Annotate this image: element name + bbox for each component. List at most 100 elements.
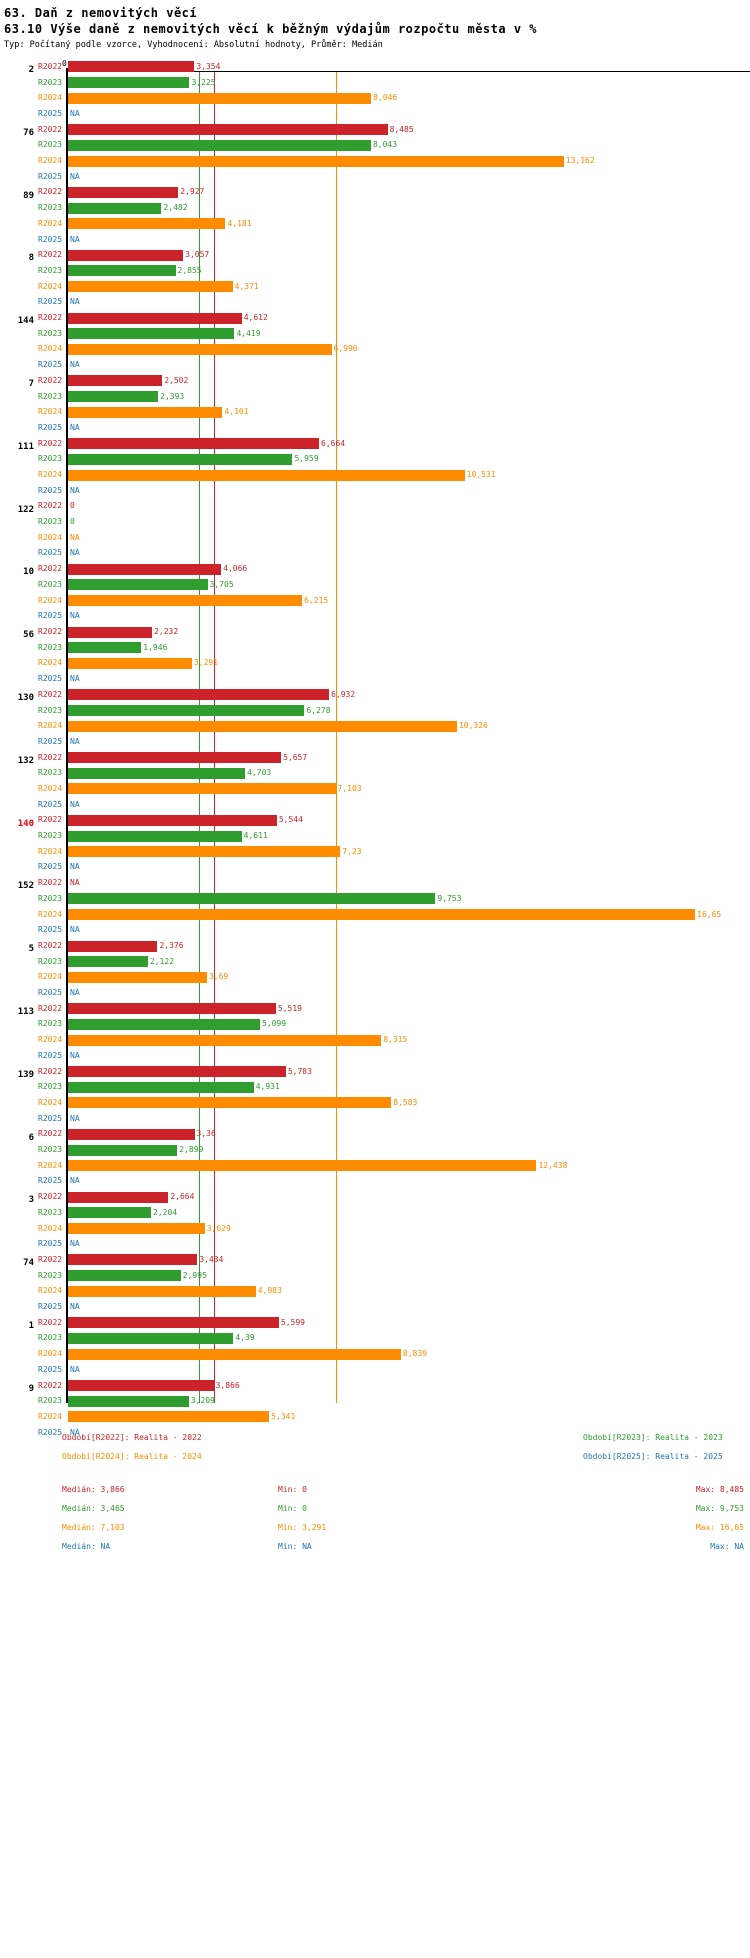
bar-row[interactable]: R2025 NA [0, 671, 750, 687]
bar-r2023[interactable] [68, 1332, 234, 1344]
bar-row[interactable]: R2025 NA [0, 483, 750, 499]
bar-row[interactable]: R2024 3,69 [0, 970, 750, 986]
bar-r2022[interactable] [68, 940, 158, 952]
bar-row[interactable]: R2025 NA [0, 860, 750, 876]
bar-r2024[interactable] [68, 1285, 256, 1297]
bar-r2023[interactable] [68, 830, 242, 842]
bar-r2023[interactable] [68, 1395, 189, 1407]
bar-row[interactable]: R2022 5,783 [0, 1064, 750, 1080]
bar-row[interactable]: R2023 2,899 [0, 1142, 750, 1158]
bar-r2024[interactable] [68, 1348, 401, 1360]
bar-r2023[interactable] [68, 265, 176, 277]
bar-row[interactable]: R2023 4,419 [0, 326, 750, 342]
bar-r2024[interactable] [68, 1097, 392, 1109]
bar-row[interactable]: R2022 5,657 [0, 750, 750, 766]
bar-r2023[interactable] [68, 1270, 181, 1282]
bar-row[interactable]: R2024 16,65 [0, 907, 750, 923]
bar-r2023[interactable] [68, 1018, 261, 1030]
bar-row[interactable]: R2025 NA [0, 232, 750, 248]
bar-row[interactable]: R2025 NA [0, 294, 750, 310]
bar-row[interactable]: R2024 10,531 [0, 467, 750, 483]
bar-r2024[interactable] [68, 1160, 537, 1172]
bar-row[interactable]: R2025 NA [0, 797, 750, 813]
bar-r2023[interactable] [68, 956, 148, 968]
bar-r2022[interactable] [68, 689, 330, 701]
bar-row[interactable]: R2023 3,705 [0, 577, 750, 593]
bar-row[interactable]: R2023 9,753 [0, 891, 750, 907]
bar-row[interactable]: R2024 6,215 [0, 593, 750, 609]
bar-r2022[interactable] [68, 1066, 286, 1078]
bar-r2023[interactable] [68, 453, 293, 465]
bar-row[interactable]: R2024 NA [0, 530, 750, 546]
bar-row[interactable]: R2022 3,866 [0, 1378, 750, 1394]
bar-r2023[interactable] [68, 1207, 152, 1219]
bar-row[interactable]: R2022 3,434 [0, 1252, 750, 1268]
bar-r2022[interactable] [68, 438, 319, 450]
bar-row[interactable]: R2025 NA [0, 1048, 750, 1064]
bar-row[interactable]: R2025 NA [0, 608, 750, 624]
bar-r2022[interactable] [68, 186, 179, 198]
bar-row[interactable]: R2025 NA [0, 106, 750, 122]
bar-r2022[interactable] [68, 814, 277, 826]
bar-r2024[interactable] [68, 971, 207, 983]
bar-row[interactable]: R2022 4,066 [0, 561, 750, 577]
bar-row[interactable]: R2023 2,122 [0, 954, 750, 970]
bar-r2022[interactable] [68, 626, 153, 638]
bar-row[interactable]: R2025 NA [0, 1425, 750, 1441]
bar-row[interactable]: R2024 12,438 [0, 1158, 750, 1174]
bar-r2023[interactable] [68, 328, 235, 340]
bar-row[interactable]: R2023 2,855 [0, 263, 750, 279]
bar-r2024[interactable] [68, 218, 226, 230]
bar-r2024[interactable] [68, 1411, 270, 1423]
bar-row[interactable]: R2025 NA [0, 169, 750, 185]
bar-row[interactable]: R2025 NA [0, 985, 750, 1001]
bar-row[interactable]: R2025 NA [0, 357, 750, 373]
bar-row[interactable]: R2023 4,931 [0, 1079, 750, 1095]
bar-r2023[interactable] [68, 391, 159, 403]
bar-row[interactable]: R2023 2,995 [0, 1268, 750, 1284]
legend-item-r2022[interactable]: Období[R2022]: Realita - 2022 [62, 1433, 202, 1442]
bar-row[interactable]: R2025 NA [0, 1174, 750, 1190]
bar-r2024[interactable] [68, 846, 341, 858]
bar-row[interactable]: R2025 NA [0, 1299, 750, 1315]
bar-row[interactable]: R2022 NA [0, 875, 750, 891]
bar-row[interactable]: R2023 3,225 [0, 75, 750, 91]
bar-row[interactable]: R2024 4,371 [0, 279, 750, 295]
bar-row[interactable]: R2022 6,932 [0, 687, 750, 703]
bar-row[interactable]: R2025 NA [0, 734, 750, 750]
bar-row[interactable]: R2024 7,103 [0, 781, 750, 797]
bar-row[interactable]: R2023 2,393 [0, 389, 750, 405]
bar-row[interactable]: R2023 4,703 [0, 765, 750, 781]
bar-r2022[interactable] [68, 1128, 195, 1140]
bar-row[interactable]: R2023 2,482 [0, 200, 750, 216]
bar-row[interactable]: R2024 6,996 [0, 342, 750, 358]
bar-row[interactable]: R2025 NA [0, 1362, 750, 1378]
bar-r2024[interactable] [68, 720, 457, 732]
bar-row[interactable]: R2022 5,599 [0, 1315, 750, 1331]
bar-row[interactable]: R2024 8,046 [0, 90, 750, 106]
bar-row[interactable]: R2024 8,583 [0, 1095, 750, 1111]
bar-r2024[interactable] [68, 909, 696, 921]
legend-item-r2023[interactable]: Období[R2023]: Realita - 2023 [583, 1433, 723, 1442]
bar-r2022[interactable] [68, 1191, 169, 1203]
bar-r2024[interactable] [68, 783, 336, 795]
bar-row[interactable]: R2022 2,232 [0, 624, 750, 640]
bar-row[interactable]: R2024 4,181 [0, 216, 750, 232]
bar-r2024[interactable] [68, 92, 372, 104]
bar-row[interactable]: R2023 2,204 [0, 1205, 750, 1221]
bar-r2024[interactable] [68, 406, 223, 418]
bar-row[interactable]: R2025 NA [0, 420, 750, 436]
bar-r2023[interactable] [68, 202, 162, 214]
bar-row[interactable]: R2025 NA [0, 546, 750, 562]
bar-row[interactable]: R2022 2,502 [0, 373, 750, 389]
bar-r2024[interactable] [68, 1223, 205, 1235]
bar-row[interactable]: R2022 2,376 [0, 938, 750, 954]
bar-row[interactable]: R2024 4,983 [0, 1284, 750, 1300]
bar-row[interactable]: R2023 1,946 [0, 640, 750, 656]
bar-r2023[interactable] [68, 77, 190, 89]
bar-r2022[interactable] [68, 375, 163, 387]
legend-item-r2024[interactable]: Období[R2024]: Realita - 2024 [62, 1452, 202, 1461]
bar-row[interactable]: R2023 6,278 [0, 703, 750, 719]
bar-row[interactable]: R2022 2,927 [0, 185, 750, 201]
bar-row[interactable]: R2022 5,544 [0, 813, 750, 829]
